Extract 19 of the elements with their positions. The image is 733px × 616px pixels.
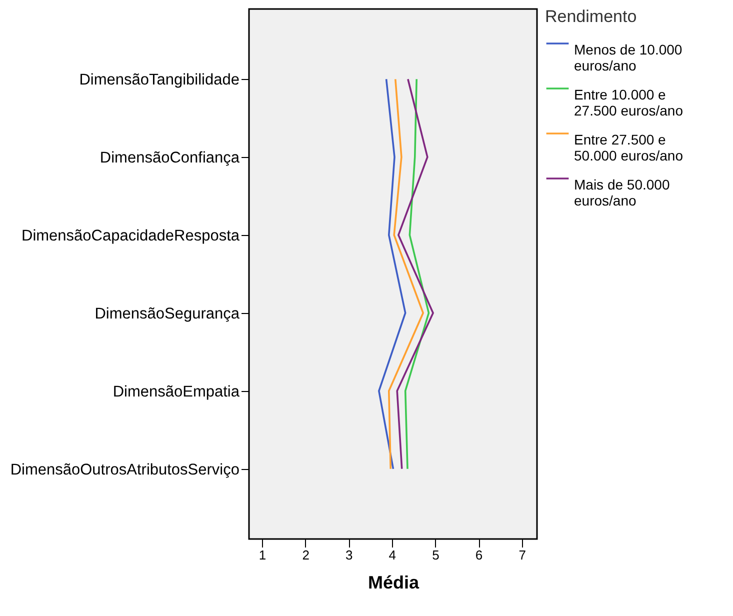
x-tick-label: 3 (345, 548, 353, 562)
x-tick-label: 1 (258, 548, 266, 562)
x-tick-label: 4 (388, 548, 396, 562)
x-tick-label: 7 (518, 548, 526, 562)
legend-label: Mais de 50.000 euros/ano (574, 176, 670, 208)
legend-label: Menos de 10.000 euros/ano (574, 42, 682, 74)
legend-title: Rendimento (545, 7, 637, 26)
x-axis-title: Média (368, 572, 420, 592)
y-tick-label: DimensãoConfiança (100, 150, 240, 167)
y-tick-label: DimensãoEmpatia (112, 383, 240, 400)
y-tick-label: DimensãoCapacidadeResposta (22, 228, 240, 245)
legend-label: Entre 10.000 e 27.500 euros/ano (574, 86, 684, 118)
x-tick-label: 2 (302, 548, 310, 562)
y-tick-label: DimensãoSegurança (94, 305, 240, 322)
x-tick-label: 5 (432, 548, 440, 562)
x-tick-label: 6 (475, 548, 483, 562)
y-tick-label: DimensãoOutrosAtributosServiço (10, 461, 240, 478)
legend-label: Entre 27.500 e 50.000 euros/ano (574, 132, 684, 164)
y-tick-label: DimensãoTangibilidade (79, 72, 240, 89)
